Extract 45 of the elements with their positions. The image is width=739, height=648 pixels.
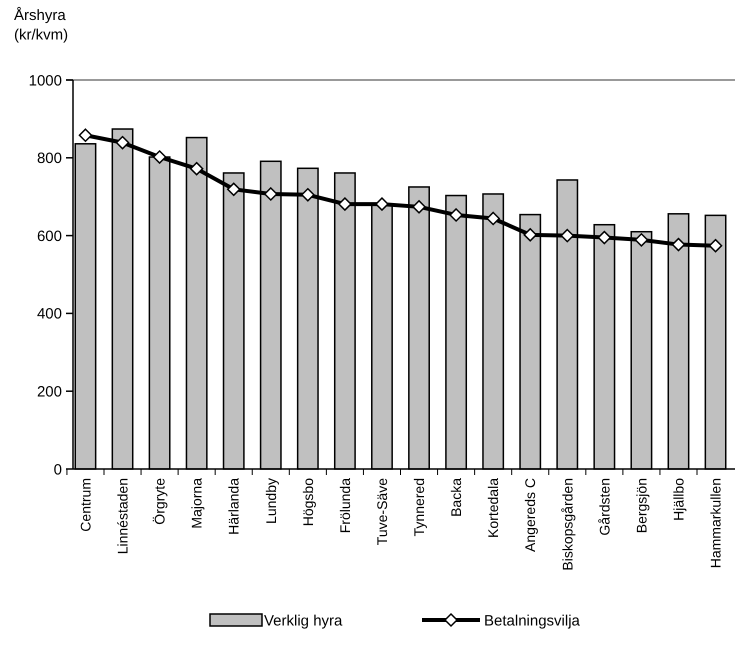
legend-label: Betalningsvilja bbox=[484, 612, 581, 630]
point bbox=[226, 182, 240, 196]
x-tick-label: Hjällbo bbox=[670, 478, 686, 521]
point bbox=[708, 238, 722, 252]
legend-label: Verklig hyra bbox=[264, 612, 344, 630]
point bbox=[375, 197, 389, 211]
x-tick-label: Linnéstaden bbox=[114, 478, 131, 554]
point bbox=[78, 128, 92, 142]
point bbox=[152, 150, 166, 164]
x-tick-label: Angereds C bbox=[522, 478, 538, 552]
point bbox=[116, 136, 130, 150]
point bbox=[672, 238, 686, 252]
point bbox=[264, 187, 278, 201]
x-tick-label: Centrum bbox=[77, 478, 94, 532]
x-tick-label: Frölunda bbox=[336, 478, 353, 534]
x-tick-label: Majorna bbox=[188, 478, 205, 529]
point bbox=[523, 228, 537, 242]
x-tick-label: Tynnered bbox=[411, 478, 428, 536]
point bbox=[634, 233, 648, 247]
point bbox=[598, 230, 612, 244]
x-tick-label: Gårdsten bbox=[596, 478, 612, 536]
x-tick-label: Kortedala bbox=[485, 478, 502, 538]
y-tick-label: 200 bbox=[36, 383, 62, 400]
y-axis-title: Årshyra (kr/kvm) bbox=[14, 6, 68, 44]
x-tick-label: Örgryte bbox=[152, 478, 168, 525]
point bbox=[338, 197, 352, 211]
point bbox=[486, 212, 500, 226]
x-tick-label: Tuve-Säve bbox=[374, 478, 390, 546]
y-tick-label: 800 bbox=[36, 150, 62, 168]
x-tick-label: Hammarkullen bbox=[708, 478, 724, 568]
point bbox=[301, 188, 315, 202]
x-tick-label: Lundby bbox=[262, 478, 279, 524]
x-tick-label: Biskopsgården bbox=[559, 478, 576, 571]
point bbox=[412, 200, 426, 214]
x-tick-label: Backa bbox=[448, 478, 464, 517]
y-tick-label: 0 bbox=[54, 461, 62, 478]
point bbox=[190, 162, 204, 176]
x-tick-label: Härlanda bbox=[226, 478, 242, 535]
x-tick-label: Bergsjön bbox=[633, 478, 650, 534]
point bbox=[560, 228, 574, 242]
point bbox=[449, 208, 463, 222]
y-tick-label: 400 bbox=[36, 306, 62, 323]
x-tick-label: Högsbo bbox=[300, 478, 316, 526]
y-tick-label: 600 bbox=[36, 228, 62, 245]
y-tick-label: 1000 bbox=[28, 72, 62, 90]
